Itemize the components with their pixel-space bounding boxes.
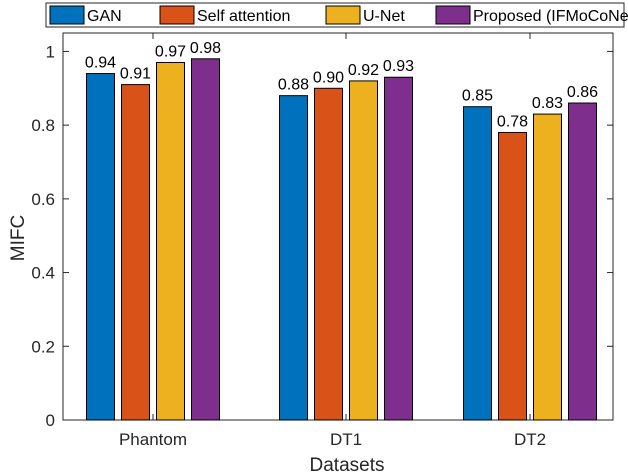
data-label: 0.78 [497,114,528,131]
data-label: 0.92 [348,62,379,79]
bar [314,87,343,421]
x-axis-title: Datasets [310,455,385,475]
y-tick-label: 0 [46,411,55,430]
bar [156,61,185,421]
data-label: 0.98 [190,40,221,57]
legend-label: Proposed (IFMoCoNet) [473,8,628,25]
legend: GAN Self attention U-Net Proposed (IFMoCoNe… [45,2,628,28]
legend-swatch [159,5,195,25]
x-tick-label: Phantom [119,430,187,449]
y-tick-label: 0.2 [31,337,55,356]
legend-label: GAN [87,8,122,25]
y-tick-label: 0.8 [31,116,55,135]
data-label: 0.83 [532,95,563,112]
bar [463,106,492,421]
data-label: 0.90 [313,69,344,86]
x-tick-label: DT1 [330,430,362,449]
legend-label: Self attention [197,8,290,25]
bar [279,95,308,421]
y-axis-title: MIFC [8,215,29,261]
bar [568,102,597,421]
bar [86,73,115,421]
data-label: 0.97 [155,43,186,60]
y-tick-label: 1 [46,42,55,61]
y-tick-label: 0.6 [31,190,55,209]
data-label: 0.86 [567,84,598,101]
data-label: 0.93 [383,58,414,75]
bar [498,132,527,421]
data-label: 0.91 [120,66,151,83]
x-tick-label: DT2 [514,430,546,449]
bar [533,113,562,421]
bar [384,76,413,421]
legend-swatch [49,5,85,25]
legend-swatch [435,5,471,25]
data-label: 0.88 [278,77,309,94]
bar [121,84,150,421]
data-label: 0.94 [85,55,116,72]
y-tick-label: 0.4 [31,264,55,283]
legend-swatch [325,5,361,25]
legend-label: U-Net [363,8,405,25]
data-label: 0.85 [462,88,493,105]
bar [349,80,378,421]
bar [191,58,220,421]
